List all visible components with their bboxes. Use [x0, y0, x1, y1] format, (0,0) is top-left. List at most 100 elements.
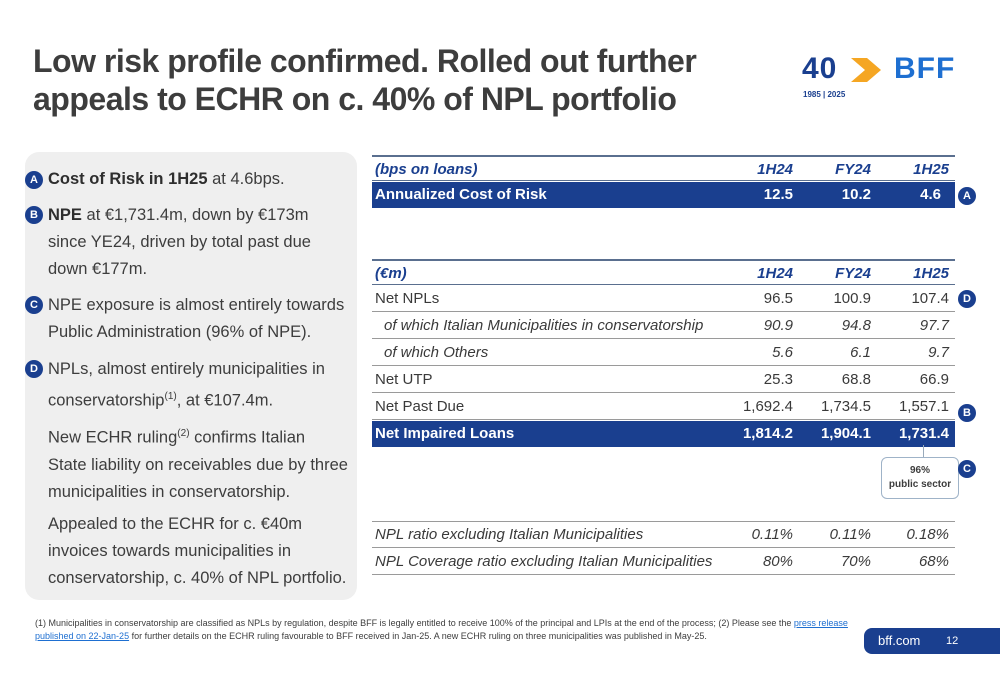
cor-header-fy24: FY24 — [835, 161, 871, 178]
cell-fy24: 100.9 — [833, 290, 871, 307]
summary-echr-appeal: Appealed to the ECHR for c. €40m invoice… — [48, 515, 347, 587]
summary-npe-text: at €1,731.4m, down by €173m since YE24, … — [48, 206, 311, 278]
cell-fy24: 70% — [840, 553, 871, 570]
cell-fy24: 6.1 — [850, 344, 871, 361]
summary-npls-text-pre: NPLs, almost entirely municipalities in … — [48, 360, 325, 410]
cell-1h24: 1,814.2 — [742, 425, 793, 442]
cor-header-label: (bps on loans) — [375, 161, 478, 178]
callout-label: public sector — [888, 479, 952, 490]
row-label: Net Past Due — [375, 398, 465, 415]
table-row-others: of which Others 5.6 6.1 9.7 — [372, 340, 955, 366]
row-label: NPL Coverage ratio excluding Italian Mun… — [375, 553, 713, 570]
cell-1h25: 97.7 — [919, 317, 949, 334]
table-row-net-utp: Net UTP 25.3 68.8 66.9 — [372, 367, 955, 393]
summary-npls-text-post: , at €107.4m. — [176, 391, 274, 410]
npl-header-1h24: 1H24 — [757, 265, 793, 282]
footnote-ref-1: (1) — [164, 391, 177, 402]
cell-1h24: 5.6 — [772, 344, 793, 361]
title-line-1: Low risk profile confirmed. Rolled out f… — [33, 43, 697, 79]
summary-npe-exposure: NPE exposure is almost entirely towards … — [48, 296, 345, 341]
bff-logo: 40 BFF 1985 | 2025 — [802, 52, 972, 102]
footnote: (1) Municipalities in conservatorship ar… — [35, 617, 855, 643]
cell-1h24: 96.5 — [763, 290, 793, 307]
table-row-net-npls: Net NPLs 96.5 100.9 107.4 — [372, 286, 955, 312]
cell-1h25: 1,557.1 — [898, 398, 949, 415]
cell-1h24: 80% — [762, 553, 793, 570]
cell-1h24: 25.3 — [763, 371, 793, 388]
cell-fy24: 1,734.5 — [820, 398, 871, 415]
badge-d: D — [25, 360, 43, 378]
summary-cost-of-risk-bold: Cost of Risk in 1H25 — [48, 170, 208, 188]
cell-fy24: 68.8 — [841, 371, 871, 388]
cell-1h24: 90.9 — [763, 317, 793, 334]
badge-b: B — [25, 206, 43, 224]
summary-echr-ruling-post: confirms Italian State liability on rece… — [48, 428, 348, 501]
badge-c: C — [25, 296, 43, 314]
table-row-npl-ratio: NPL ratio excluding Italian Municipaliti… — [372, 522, 955, 548]
ratio-top-border — [372, 521, 955, 522]
footnote-text-1: (1) Municipalities in conservatorship ar… — [35, 618, 794, 628]
chevron-logo-icon — [851, 58, 881, 82]
cor-header-row: (bps on loans) 1H24 FY24 1H25 — [372, 155, 955, 181]
callout-connector — [923, 445, 924, 457]
footnote-ref-2: (2) — [177, 428, 190, 439]
summary-npls: NPLs, almost entirely municipalities in … — [48, 356, 348, 415]
row-label: of which Others — [384, 344, 489, 361]
page-number: 12 — [946, 635, 959, 647]
npl-header-label: (€m) — [375, 265, 407, 282]
npl-header-fy24: FY24 — [835, 265, 871, 282]
logo-years: 1985 | 2025 — [803, 90, 846, 99]
table-badge-d: D — [958, 290, 976, 308]
summary-echr-ruling: New ECHR ruling(2) confirms Italian Stat… — [48, 420, 348, 506]
table-badge-b: B — [958, 404, 976, 422]
row-label: Net UTP — [375, 371, 433, 388]
cor-row-fy24: 10.2 — [841, 186, 871, 203]
cell-fy24: 1,904.1 — [820, 425, 871, 442]
npl-header-row: (€m) 1H24 FY24 1H25 — [372, 259, 955, 285]
row-label: Net Impaired Loans — [375, 425, 515, 442]
public-sector-callout: 96% public sector — [881, 457, 959, 499]
cor-row-1h24: 12.5 — [763, 186, 793, 203]
cor-row-label: Annualized Cost of Risk — [375, 186, 547, 203]
cell-1h24: 0.11% — [751, 526, 793, 543]
press-release-link[interactable]: press release published on 22-Jan-25 — [35, 618, 848, 641]
table-row-npl-coverage: NPL Coverage ratio excluding Italian Mun… — [372, 549, 955, 575]
table-badge-c: C — [958, 460, 976, 478]
cor-row-1h25: 4.6 — [920, 186, 941, 203]
cor-data-row: Annualized Cost of Risk 12.5 10.2 4.6 — [372, 182, 955, 208]
cor-header-1h24: 1H24 — [757, 161, 793, 178]
callout-percent: 96% — [909, 465, 930, 476]
page-title: Low risk profile confirmed. Rolled out f… — [33, 42, 733, 118]
summary-cost-of-risk: Cost of Risk in 1H25 at 4.6bps. — [48, 166, 348, 193]
row-label: of which Italian Municipalities in conse… — [384, 317, 704, 334]
cell-1h25: 0.18% — [906, 526, 949, 543]
logo-brand-text: BFF — [894, 52, 956, 85]
cell-fy24: 94.8 — [841, 317, 871, 334]
cell-1h25: 66.9 — [919, 371, 949, 388]
badge-a: A — [25, 171, 43, 189]
cor-header-1h25: 1H25 — [913, 161, 949, 178]
summary-panel — [25, 152, 357, 600]
footnote-text-2: for further details on the ECHR ruling f… — [129, 631, 707, 641]
title-line-2: appeals to ECHR on c. 40% of NPL portfol… — [33, 81, 677, 117]
row-label: NPL ratio excluding Italian Municipaliti… — [375, 526, 644, 543]
cell-1h25: 1,731.4 — [898, 425, 949, 442]
logo-anniversary-number: 40 — [802, 52, 838, 85]
cell-1h25: 9.7 — [928, 344, 949, 361]
row-label: Net NPLs — [375, 290, 440, 307]
cell-1h25: 68% — [918, 553, 949, 570]
summary-npe-bold: NPE — [48, 206, 82, 224]
summary-cost-of-risk-text: at 4.6bps. — [207, 170, 285, 188]
footer-site[interactable]: bff.com — [878, 633, 921, 648]
cell-fy24: 0.11% — [829, 526, 871, 543]
summary-npe: NPE at €1,731.4m, down by €173m since YE… — [48, 202, 348, 283]
cell-1h25: 107.4 — [911, 290, 949, 307]
table-row-italian-municipalities: of which Italian Municipalities in conse… — [372, 313, 955, 339]
table-row-net-impaired-loans: Net Impaired Loans 1,814.2 1,904.1 1,731… — [372, 421, 955, 447]
table-row-net-past-due: Net Past Due 1,692.4 1,734.5 1,557.1 — [372, 394, 955, 420]
npl-header-1h25: 1H25 — [913, 265, 949, 282]
summary-echr-ruling-pre: New ECHR ruling — [48, 428, 178, 447]
footer-bar: bff.com 12 — [864, 628, 1000, 654]
table-badge-a: A — [958, 187, 976, 205]
cell-1h24: 1,692.4 — [742, 398, 793, 415]
